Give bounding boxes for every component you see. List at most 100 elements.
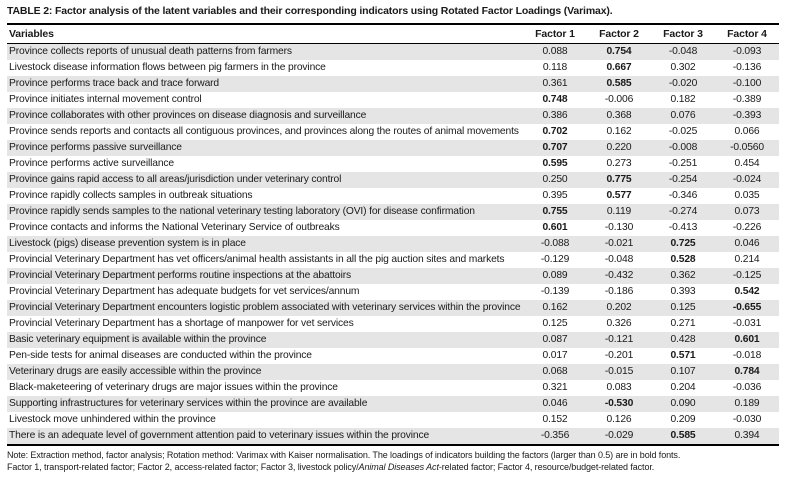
loading-cell: 0.046 <box>734 238 760 249</box>
table-row: Provincial Veterinary Department has vet… <box>7 252 779 268</box>
table-row: Livestock (pigs) disease prevention syst… <box>7 236 779 252</box>
table-row: Provincial Veterinary Department has a s… <box>7 316 779 332</box>
loading-cell: -0.201 <box>604 350 634 361</box>
loading-cell: 0.073 <box>734 206 760 217</box>
loading-cell: 0.601 <box>734 334 760 345</box>
loading-cell: 0.271 <box>670 318 696 329</box>
loading-cell: 0.542 <box>734 286 760 297</box>
loading-cell: 0.250 <box>542 174 568 185</box>
loading-cell: 0.046 <box>542 398 568 409</box>
loading-cell: 0.302 <box>670 62 696 73</box>
variable-cell: Province performs passive surveillance <box>9 142 182 153</box>
variable-cell: Veterinary drugs are easily accessible w… <box>9 366 262 377</box>
loading-cell: -0.030 <box>732 414 762 425</box>
loading-cell: -0.130 <box>604 222 634 233</box>
variable-cell: Province collaborates with other provinc… <box>9 110 367 121</box>
loading-cell: 0.118 <box>542 62 568 73</box>
loading-cell: 0.368 <box>606 110 632 121</box>
variable-cell: Supporting infrastructures for veterinar… <box>9 398 368 409</box>
variable-cell: Provincial Veterinary Department perform… <box>9 270 351 281</box>
loading-cell: -0.136 <box>732 62 762 73</box>
factor-loadings-table: Variables Factor 1 Factor 2 Factor 3 Fac… <box>7 23 779 446</box>
table-row: Province performs active surveillance 0.… <box>7 156 779 172</box>
column-header-factor2: Factor 2 <box>599 28 639 40</box>
loading-cell: -0.021 <box>604 238 634 249</box>
loading-cell: -0.029 <box>604 430 634 441</box>
loading-cell: 0.119 <box>606 206 632 217</box>
loading-cell: 0.068 <box>542 366 568 377</box>
loading-cell: 0.189 <box>734 398 760 409</box>
loading-cell: -0.432 <box>604 270 634 281</box>
loading-cell: 0.162 <box>542 302 568 313</box>
loading-cell: 0.702 <box>542 126 568 137</box>
loading-cell: -0.346 <box>668 190 698 201</box>
loading-cell: 0.088 <box>542 46 568 57</box>
loading-cell: 0.087 <box>542 334 568 345</box>
column-header-factor3: Factor 3 <box>663 28 703 40</box>
loading-cell: -0.015 <box>604 366 634 377</box>
table-row: Province sends reports and contacts all … <box>7 124 779 140</box>
variable-cell: Basic veterinary equipment is available … <box>9 334 267 345</box>
variable-cell: Province initiates internal movement con… <box>9 94 202 105</box>
loading-cell: 0.204 <box>670 382 696 393</box>
loading-cell: 0.214 <box>734 254 760 265</box>
loading-cell: 0.393 <box>670 286 696 297</box>
loading-cell: 0.528 <box>670 254 696 265</box>
loading-cell: -0.020 <box>668 78 698 89</box>
loading-cell: 0.202 <box>606 302 632 313</box>
loading-cell: -0.226 <box>732 222 762 233</box>
loading-cell: 0.107 <box>670 366 696 377</box>
variable-cell: Pen-side tests for animal diseases are c… <box>9 350 312 361</box>
loading-cell: 0.725 <box>670 238 696 249</box>
loading-cell: 0.152 <box>542 414 568 425</box>
loading-cell: 0.585 <box>606 78 632 89</box>
table-body: Province collects reports of unusual dea… <box>7 43 779 445</box>
loading-cell: -0.036 <box>732 382 762 393</box>
loading-cell: 0.755 <box>542 206 568 217</box>
loading-cell: -0.121 <box>604 334 634 345</box>
loading-cell: 0.667 <box>606 62 632 73</box>
loading-cell: -0.031 <box>732 318 762 329</box>
loading-cell: 0.089 <box>542 270 568 281</box>
loading-cell: -0.139 <box>540 286 570 297</box>
table-row: Province rapidly sends samples to the na… <box>7 204 779 220</box>
variable-cell: Provincial Veterinary Department has a s… <box>9 318 354 329</box>
table-row: Provincial Veterinary Department encount… <box>7 300 779 316</box>
loading-cell: 0.784 <box>734 366 760 377</box>
loading-cell: -0.274 <box>668 206 698 217</box>
loading-cell: -0.0560 <box>730 142 764 153</box>
variable-cell: Black-maketeering of veterinary drugs ar… <box>9 382 338 393</box>
loading-cell: -0.048 <box>604 254 634 265</box>
loading-cell: 0.125 <box>670 302 696 313</box>
table-row: Veterinary drugs are easily accessible w… <box>7 364 779 380</box>
loading-cell: -0.530 <box>604 398 634 409</box>
table-row: Pen-side tests for animal diseases are c… <box>7 348 779 364</box>
loading-cell: 0.454 <box>734 158 760 169</box>
table-row: Provincial Veterinary Department perform… <box>7 268 779 284</box>
loading-cell: -0.655 <box>732 302 762 313</box>
loading-cell: 0.601 <box>542 222 568 233</box>
variable-cell: Province rapidly sends samples to the na… <box>9 206 475 217</box>
table-row: Province contacts and informs the Nation… <box>7 220 779 236</box>
loading-cell: 0.083 <box>606 382 632 393</box>
loading-cell: 0.362 <box>670 270 696 281</box>
loading-cell: 0.125 <box>542 318 568 329</box>
loading-cell: 0.090 <box>670 398 696 409</box>
variable-cell: Province rapidly collects samples in out… <box>9 190 253 201</box>
loading-cell: 0.571 <box>670 350 696 361</box>
loading-cell: -0.018 <box>732 350 762 361</box>
loading-cell: -0.251 <box>668 158 698 169</box>
loading-cell: 0.273 <box>606 158 632 169</box>
variable-cell: Province contacts and informs the Nation… <box>9 222 340 233</box>
variable-cell: Province performs trace back and trace f… <box>9 78 219 89</box>
loading-cell: 0.321 <box>542 382 568 393</box>
column-header-factor1: Factor 1 <box>535 28 575 40</box>
loading-cell: -0.129 <box>540 254 570 265</box>
header-row: Variables Factor 1 Factor 2 Factor 3 Fac… <box>7 24 779 44</box>
variable-cell: Province collects reports of unusual dea… <box>9 46 292 57</box>
loading-cell: -0.025 <box>668 126 698 137</box>
table-row: Livestock move unhindered within the pro… <box>7 412 779 428</box>
loading-cell: -0.093 <box>732 46 762 57</box>
variable-cell: Province performs active surveillance <box>9 158 174 169</box>
table-row: Province performs passive surveillance 0… <box>7 140 779 156</box>
